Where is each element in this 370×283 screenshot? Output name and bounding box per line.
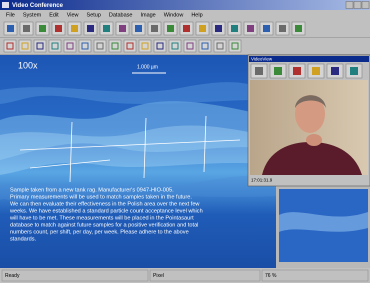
- toolbar-button[interactable]: [184, 40, 196, 52]
- video-tool-icon: [293, 67, 301, 75]
- toolbar-icon: [135, 25, 142, 32]
- note-line: weeks. We have established a standard pa…: [9, 208, 203, 214]
- menu-item[interactable]: View: [67, 12, 79, 18]
- toolbar-button[interactable]: [199, 40, 211, 52]
- toolbar-icon: [183, 25, 190, 32]
- status-text: Ready: [5, 273, 20, 279]
- menu-item[interactable]: Setup: [87, 12, 101, 18]
- image-notes: Sample taken from a new tank rag. Manufa…: [9, 187, 203, 242]
- note-line: Primary measurements will be used to mat…: [10, 194, 192, 200]
- video-tool-icon: [274, 67, 282, 75]
- note-line: database to match against future samples…: [10, 222, 198, 228]
- toolbar-icon: [279, 25, 286, 32]
- toolbar-button[interactable]: [19, 40, 31, 52]
- video-title: VideoView: [251, 56, 273, 61]
- toolbar-button[interactable]: [214, 40, 226, 52]
- toolbar-icon: [55, 25, 62, 32]
- status-text: Pixel: [153, 273, 164, 279]
- toolbar-button[interactable]: [109, 40, 121, 52]
- toolbar-button[interactable]: [154, 40, 166, 52]
- toolbar-button[interactable]: [94, 40, 106, 52]
- maximize-button[interactable]: [354, 2, 361, 9]
- note-line: We can then evaluate their effectiveness…: [10, 201, 200, 207]
- toolbar-icon: [151, 25, 158, 32]
- scale-label: 1.000 µm: [137, 64, 158, 70]
- video-tool-icon: [312, 67, 320, 75]
- app-icon: [2, 2, 9, 8]
- toolbar-button[interactable]: [169, 40, 181, 52]
- status-text: 76 %: [265, 273, 277, 279]
- note-line: will have to be met. These measurements …: [9, 215, 194, 221]
- toolbar-icon: [119, 25, 126, 32]
- toolbar-button[interactable]: [79, 40, 91, 52]
- toolbar-button[interactable]: [229, 40, 241, 52]
- toolbar-icon: [71, 25, 78, 32]
- toolbar-icon: [231, 25, 238, 32]
- menu-item[interactable]: Image: [140, 12, 155, 18]
- video-tool-icon: [255, 67, 263, 75]
- note-line: Sample taken from a new tank rag. Manufa…: [10, 187, 174, 193]
- minimize-button[interactable]: [346, 2, 353, 9]
- menu-item[interactable]: Window: [164, 12, 184, 18]
- toolbar-icon: [7, 25, 14, 32]
- window-title: Video Conference: [12, 3, 64, 9]
- menu-item[interactable]: Edit: [49, 12, 59, 18]
- video-tool-icon: [331, 67, 339, 75]
- video-tool-icon: [350, 67, 358, 75]
- menu-item[interactable]: Database: [109, 12, 133, 18]
- menu-item[interactable]: File: [6, 12, 15, 18]
- toolbar-icon: [199, 25, 206, 32]
- toolbar-icon: [87, 25, 94, 32]
- toolbar-button[interactable]: [49, 40, 61, 52]
- note-line: numbers count, per shift, per day, per w…: [10, 229, 189, 235]
- menu-bar: File System Edit View Setup Database Image Wind…: [0, 10, 370, 19]
- app-window: Video Conference File System Edit View Setup…: [0, 0, 370, 283]
- toolbar-icon: [247, 25, 254, 32]
- magnification-label: 100x: [18, 60, 38, 70]
- toolbar-button[interactable]: [124, 40, 136, 52]
- video-status: 17:01:31.9: [251, 178, 273, 183]
- page: {"window": {"title": "Video Conference"}…: [0, 0, 370, 283]
- toolbar-icon: [167, 25, 174, 32]
- toolbar-icon: [215, 25, 222, 32]
- note-line: standards.: [10, 236, 37, 242]
- toolbar-button[interactable]: [34, 40, 46, 52]
- toolbar-icon: [263, 25, 270, 32]
- person-hand: [306, 134, 322, 146]
- menu-item[interactable]: System: [23, 12, 42, 18]
- close-button[interactable]: [362, 2, 369, 9]
- menu-item[interactable]: Help: [191, 12, 202, 18]
- toolbar-icon: [23, 25, 30, 32]
- toolbar-button[interactable]: [64, 40, 76, 52]
- toolbar-button[interactable]: [139, 40, 151, 52]
- toolbar-icon: [39, 25, 46, 32]
- toolbar-icon: [103, 25, 110, 32]
- toolbar-button[interactable]: [4, 40, 16, 52]
- toolbar-icon: [295, 25, 302, 32]
